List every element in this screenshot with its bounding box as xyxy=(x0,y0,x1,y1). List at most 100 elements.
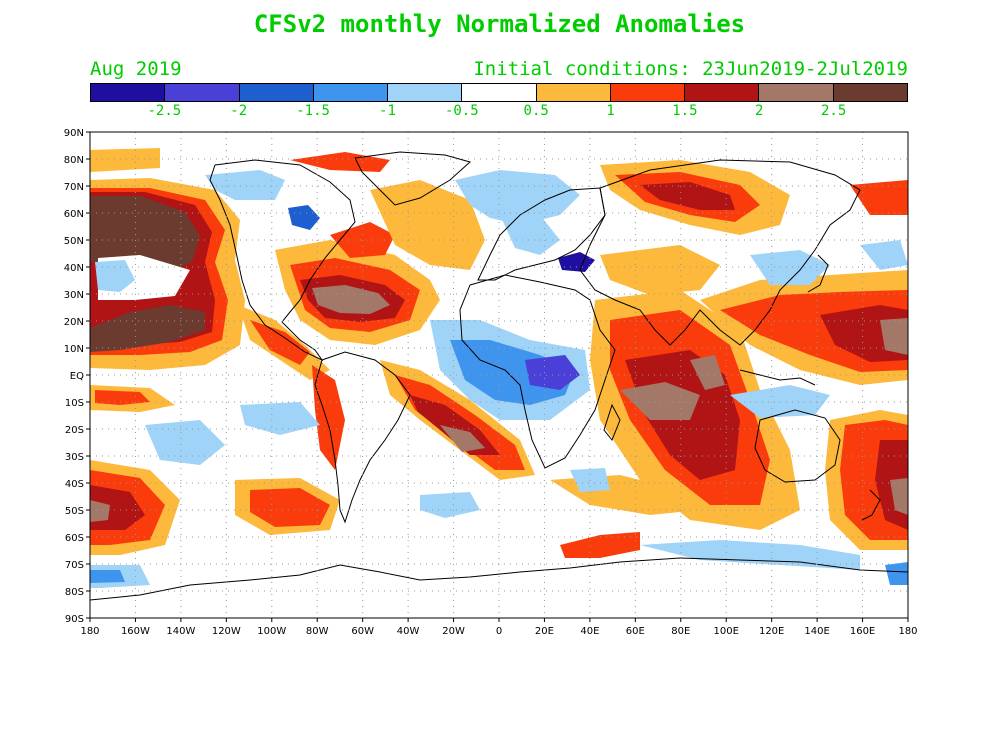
longitude-label: 0 xyxy=(496,626,502,637)
colorbar-label: -1.5 xyxy=(296,103,330,119)
anomaly-region xyxy=(95,260,135,292)
colorbar-label: -2 xyxy=(230,103,248,119)
colorbar-swatch xyxy=(759,84,834,101)
latitude-label: 40N xyxy=(64,263,84,274)
anomaly-region xyxy=(90,500,110,522)
longitude-label: 120W xyxy=(212,626,241,637)
colorbar-swatch xyxy=(165,84,240,101)
anomaly-region xyxy=(525,355,580,390)
latitude-label: 30S xyxy=(65,452,84,463)
anomaly-region xyxy=(558,252,595,272)
coastline-maritime-continent xyxy=(739,369,816,386)
longitude-label: 40E xyxy=(580,626,599,637)
coastline-japan xyxy=(807,254,829,293)
coastline-greenland xyxy=(354,151,472,206)
coastline-africa xyxy=(459,274,616,469)
colorbar-label: 1.5 xyxy=(672,103,698,119)
longitude-label: 60W xyxy=(351,626,374,637)
longitude-labels: 180 160W 140W 120W 100W 80W 60W 40W 20W 0 20E 40E 60… xyxy=(80,626,917,637)
latitude-label: 60N xyxy=(64,209,84,220)
latitude-label: 70N xyxy=(64,182,84,193)
coastline-australia xyxy=(754,409,841,483)
colorbar-label: -2.5 xyxy=(147,103,182,119)
anomaly-region xyxy=(850,180,908,215)
longitude-label: 100E xyxy=(714,626,739,637)
latitude-labels: 90N 80N 70N 60N 50N 40N 30N 20N 10N EQ 10S 20S 30S 40… xyxy=(64,128,84,625)
latitude-label: 80S xyxy=(65,587,84,598)
colorbar-labels: -2.5 -2 -1.5 -1 -0.5 0.5 1 1.5 2 2.5 xyxy=(90,103,908,121)
anomaly-region xyxy=(880,318,908,355)
colorbar-swatch xyxy=(239,84,314,101)
anomaly-field xyxy=(90,148,908,588)
latitude-label: 50S xyxy=(65,506,84,517)
anomaly-region xyxy=(312,365,345,470)
anomaly-region xyxy=(890,478,908,515)
latitude-label: 70S xyxy=(65,560,84,571)
longitude-label: 140E xyxy=(804,626,829,637)
longitude-label: 160W xyxy=(121,626,150,637)
latitude-label: 40S xyxy=(65,479,84,490)
latitude-label: 20S xyxy=(65,425,84,436)
anomaly-region xyxy=(95,390,150,405)
anomaly-region xyxy=(240,402,320,435)
anomaly-region xyxy=(90,305,205,352)
longitude-label: 120E xyxy=(759,626,784,637)
colorbar-swatch xyxy=(91,84,166,101)
longitude-label: 180 xyxy=(898,626,917,637)
colorbar-label: 2 xyxy=(755,103,764,119)
anomaly-region xyxy=(90,196,200,275)
map-title: CFSv2 monthly Normalized Anomalies xyxy=(253,10,746,38)
colorbar-label: -0.5 xyxy=(444,103,479,119)
colorbar-label: -1 xyxy=(379,103,396,119)
anomaly-region xyxy=(250,320,310,365)
anomaly-region xyxy=(690,355,725,390)
coastlines xyxy=(90,151,908,601)
latitude-label: 10N xyxy=(64,344,84,355)
coastline-antarctica xyxy=(90,557,908,601)
colorbar-label: 0.5 xyxy=(523,103,549,119)
forecast-month: Aug 2019 xyxy=(90,58,182,80)
colorbar-label: 2.5 xyxy=(820,103,847,119)
longitude-label: 20E xyxy=(535,626,554,637)
colorbar-label: 1 xyxy=(606,103,615,119)
anomaly-region xyxy=(560,532,640,558)
colorbar-swatch xyxy=(462,84,537,101)
longitude-label: 80E xyxy=(671,626,690,637)
latitude-label: 60S xyxy=(65,533,84,544)
anomaly-region xyxy=(370,180,485,270)
longitude-label: 140W xyxy=(166,626,195,637)
colorbar-swatch xyxy=(610,84,686,101)
anomaly-region xyxy=(600,245,720,295)
anomaly-region xyxy=(450,340,575,405)
anomaly-region xyxy=(205,170,285,200)
longitude-label: 60E xyxy=(626,626,645,637)
anomaly-region xyxy=(145,420,225,465)
latitude-label: 10S xyxy=(65,398,84,409)
latitude-label: EQ xyxy=(70,371,84,382)
anomaly-region xyxy=(440,425,485,452)
anomaly-region xyxy=(640,182,735,210)
longitude-label: 80W xyxy=(306,626,329,637)
colorbar-swatch xyxy=(685,84,760,101)
longitude-label: 40W xyxy=(397,626,420,637)
latitude-label: 80N xyxy=(64,155,84,166)
anomaly-region xyxy=(90,148,160,172)
anomaly-region xyxy=(455,170,580,225)
latitude-label: 90S xyxy=(65,614,84,625)
anomaly-region xyxy=(620,382,700,420)
initial-conditions: Initial conditions: 23Jun2019-2Jul2019 xyxy=(473,58,908,80)
colorbar-swatch xyxy=(313,84,389,101)
axis-ticks xyxy=(86,131,909,622)
coastline-asia xyxy=(579,159,861,346)
graticule xyxy=(90,132,908,618)
longitude-label: 20W xyxy=(442,626,465,637)
latitude-label: 30N xyxy=(64,290,84,301)
latitude-label: 50N xyxy=(64,236,84,247)
anomaly-region xyxy=(885,562,908,585)
longitude-label: 160E xyxy=(850,626,875,637)
anomaly-region xyxy=(90,570,125,583)
anomaly-region xyxy=(312,285,390,314)
colorbar-swatch xyxy=(536,84,611,101)
